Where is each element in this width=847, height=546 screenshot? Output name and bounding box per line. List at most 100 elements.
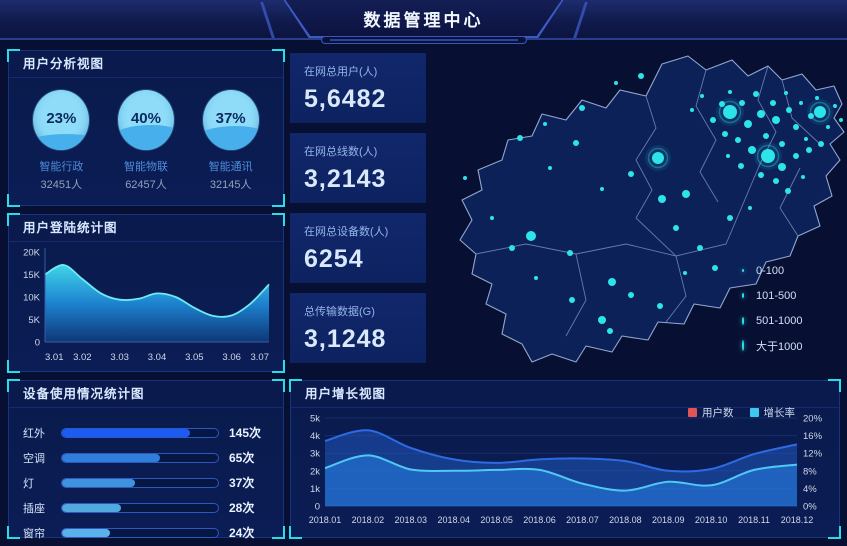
panel-title: 用户分析视图 xyxy=(9,51,283,78)
map-data-dot xyxy=(753,91,759,97)
gauge-admin: 23% 智能行政 32451人 xyxy=(20,90,102,192)
device-label: 红外 xyxy=(23,427,45,440)
map-data-dot xyxy=(815,96,819,100)
x-tick-label: 3.01 xyxy=(45,352,64,363)
legend-label: 0-100 xyxy=(756,264,785,277)
device-label: 窗帘 xyxy=(23,527,45,540)
map-data-dot xyxy=(735,137,741,143)
map-data-dot xyxy=(739,100,745,106)
map-data-dot xyxy=(682,190,690,198)
map-data-dot xyxy=(728,90,732,94)
map-data-dot xyxy=(673,225,679,231)
map-region-border xyxy=(665,255,687,323)
gauge-percent: 37% xyxy=(215,110,246,128)
map-data-dot xyxy=(839,118,843,122)
map-data-dot xyxy=(793,124,799,130)
map-data-dot xyxy=(534,276,538,280)
map-data-dot xyxy=(614,81,618,85)
panel-title: 用户增长视图 xyxy=(291,381,839,408)
map-legend-item: 501-1000 xyxy=(742,308,803,333)
device-bar-row: 插座 28次 xyxy=(23,495,269,520)
gauge-count: 62457人 xyxy=(125,179,167,191)
map-data-dot xyxy=(567,250,573,256)
map-data-dot xyxy=(772,116,780,124)
growth-area-chart: 0 1k 2k 3k 4k 5k 0% 4% 8% 12% 16% 20% 2018.01 2018.02… xyxy=(309,414,823,526)
x-tick-label: 2018.03 xyxy=(395,515,428,525)
device-value: 28次 xyxy=(229,501,255,515)
legend-label: 用户数 xyxy=(702,407,734,419)
map-data-dot xyxy=(773,178,779,184)
y-tick-label: 0 xyxy=(35,338,40,349)
map-data-dot xyxy=(778,163,786,171)
stat-label: 在网总用户(人) xyxy=(304,66,378,78)
legend-item-users[interactable]: 用户数 xyxy=(688,405,734,420)
map-data-dot xyxy=(770,100,776,106)
map-region-border xyxy=(695,69,719,203)
page-header: 数据管理中心 xyxy=(0,0,847,44)
device-bar-fill xyxy=(62,503,122,512)
map-data-dot xyxy=(683,271,687,275)
map-data-dot xyxy=(799,101,803,105)
map-data-dot xyxy=(517,135,523,141)
device-bar-track xyxy=(61,502,219,513)
right-tick-label: 12% xyxy=(803,449,823,460)
map-data-dot xyxy=(658,195,666,203)
map-legend: 0-100 101-500 501-1000 大于1000 xyxy=(742,258,803,358)
stat-card-total-lines: 在网总线数(人) 3,2143 xyxy=(290,133,426,203)
map-data-dot xyxy=(573,140,579,146)
legend-swatch-icon xyxy=(749,408,759,417)
map-data-dot xyxy=(744,120,752,128)
map-region-border xyxy=(635,217,677,257)
x-tick-label: 2018.01 xyxy=(309,515,342,525)
map-data-dot xyxy=(712,265,718,271)
gauge-label: 智能物联 xyxy=(123,161,168,173)
panel-title: 用户登陆统计图 xyxy=(9,215,283,242)
liquid-gauge: 23% xyxy=(33,90,90,150)
map-data-dot xyxy=(814,106,826,118)
x-tick-label: 3.06 xyxy=(222,352,241,363)
device-bar-fill xyxy=(62,453,161,462)
device-label: 灯 xyxy=(23,477,34,490)
legend-dot-icon xyxy=(742,340,744,351)
corner-bracket xyxy=(289,379,302,392)
corner-bracket xyxy=(272,360,285,373)
map-legend-item: 101-500 xyxy=(742,283,803,308)
legend-item-growth-rate[interactable]: 增长率 xyxy=(749,405,796,420)
x-tick-label: 3.04 xyxy=(148,352,167,363)
map-data-dot xyxy=(808,113,814,119)
map-region-border xyxy=(475,163,761,257)
corner-bracket xyxy=(828,526,841,539)
map-data-dot xyxy=(543,122,547,126)
y-tick-label: 10K xyxy=(23,293,41,304)
gauge-percent: 40% xyxy=(130,110,161,128)
map-data-dot xyxy=(598,316,606,324)
gauge-wave xyxy=(202,126,259,150)
growth-chart-legend: 用户数 增长率 xyxy=(688,405,795,420)
map-data-dot xyxy=(509,245,515,251)
map-data-dot xyxy=(826,125,830,129)
map-data-dot xyxy=(801,175,805,179)
gauge-percent: 23% xyxy=(46,110,77,128)
corner-bracket xyxy=(7,360,20,373)
device-bar-track xyxy=(61,427,219,438)
stat-label: 总传输数据(G) xyxy=(304,306,375,318)
map-data-dot xyxy=(786,107,792,113)
right-tick-label: 0% xyxy=(803,502,817,513)
corner-bracket xyxy=(272,379,285,392)
map-region-border xyxy=(635,95,657,219)
map-legend-item: 0-100 xyxy=(742,258,803,283)
legend-label: 增长率 xyxy=(763,407,796,419)
stat-label: 在网总线数(人) xyxy=(304,146,378,158)
stat-value: 3,2143 xyxy=(304,165,387,193)
growth-area xyxy=(325,455,797,506)
corner-bracket xyxy=(7,213,20,226)
legend-label: 大于1000 xyxy=(756,340,803,353)
map-data-dot xyxy=(785,188,791,194)
x-tick-label: 3.05 xyxy=(185,352,204,363)
x-tick-label: 2018.12 xyxy=(781,515,814,525)
legend-dot-icon xyxy=(742,269,744,272)
map-data-dot xyxy=(748,146,756,154)
map-data-dot xyxy=(652,152,664,164)
right-tick-label: 8% xyxy=(803,466,817,477)
